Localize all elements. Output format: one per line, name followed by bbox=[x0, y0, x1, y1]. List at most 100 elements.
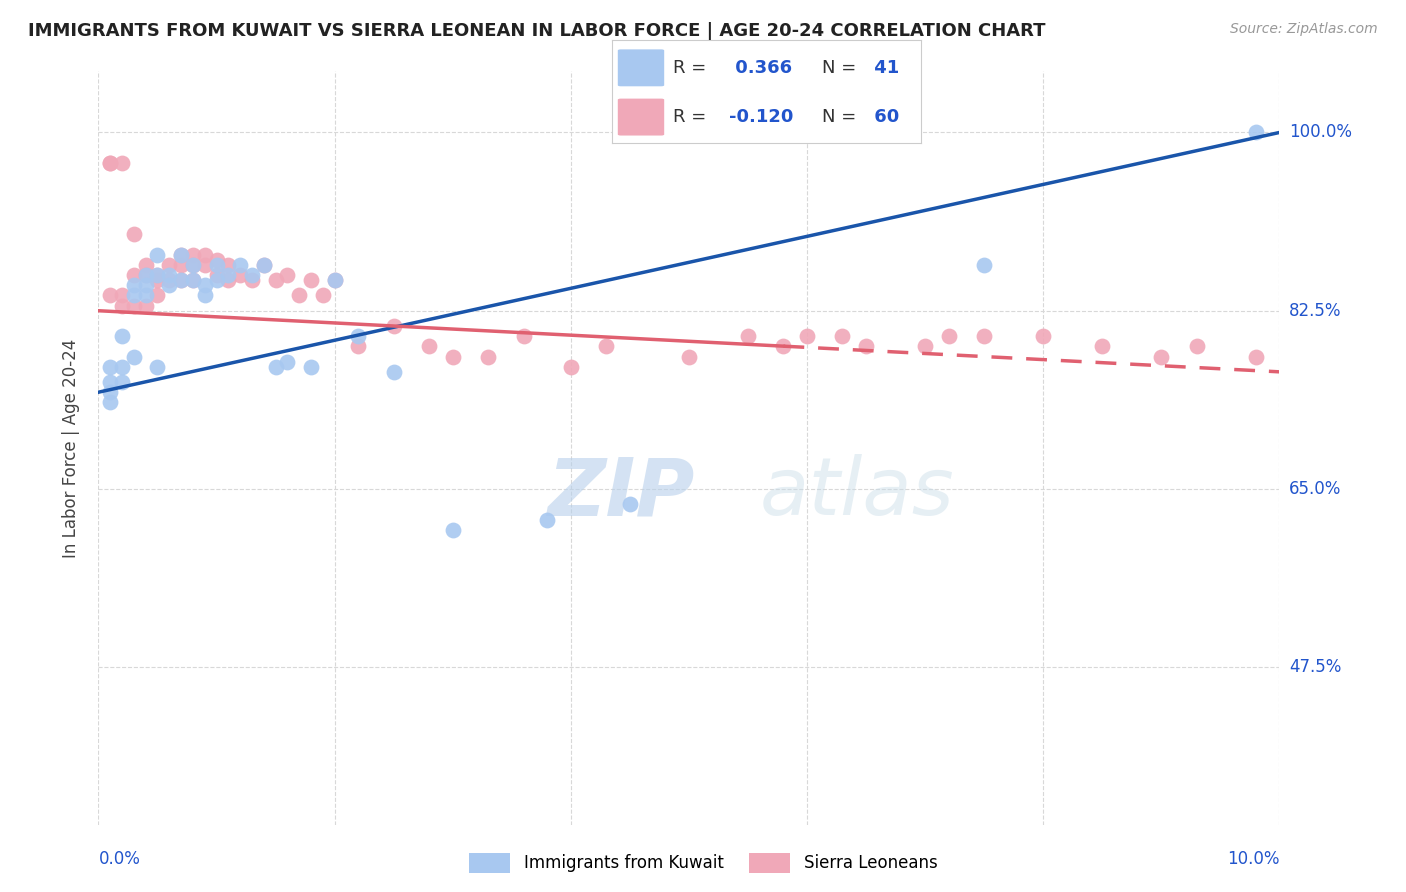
Point bbox=[264, 273, 287, 287]
Text: IMMIGRANTS FROM KUWAIT VS SIERRA LEONEAN IN LABOR FORCE | AGE 20-24 CORRELATION : IMMIGRANTS FROM KUWAIT VS SIERRA LEONEAN… bbox=[28, 22, 1046, 40]
Text: 0.0%: 0.0% bbox=[98, 850, 141, 868]
Point bbox=[122, 278, 145, 293]
FancyBboxPatch shape bbox=[617, 49, 664, 87]
Point bbox=[288, 288, 311, 302]
Text: 0.366: 0.366 bbox=[730, 59, 792, 77]
Point bbox=[146, 268, 169, 282]
Point bbox=[98, 395, 121, 409]
Point bbox=[122, 288, 145, 302]
Point bbox=[135, 268, 157, 282]
Point bbox=[135, 288, 157, 302]
FancyBboxPatch shape bbox=[617, 99, 664, 136]
Text: Source: ZipAtlas.com: Source: ZipAtlas.com bbox=[1230, 22, 1378, 37]
Point bbox=[135, 299, 157, 313]
Legend: Immigrants from Kuwait, Sierra Leoneans: Immigrants from Kuwait, Sierra Leoneans bbox=[463, 847, 943, 880]
Point bbox=[122, 268, 145, 282]
Point bbox=[111, 375, 134, 389]
Point bbox=[347, 339, 370, 353]
Point bbox=[240, 273, 263, 287]
Point bbox=[122, 350, 145, 364]
Point bbox=[1032, 329, 1054, 343]
Text: 82.5%: 82.5% bbox=[1289, 301, 1341, 319]
Point bbox=[1150, 350, 1173, 364]
Text: 47.5%: 47.5% bbox=[1289, 658, 1341, 676]
Point bbox=[205, 273, 228, 287]
Point bbox=[111, 299, 134, 313]
Text: 41: 41 bbox=[869, 59, 900, 77]
Point bbox=[111, 359, 134, 374]
Point bbox=[205, 258, 228, 272]
Point bbox=[170, 248, 193, 262]
Point bbox=[157, 278, 180, 293]
Point bbox=[855, 339, 877, 353]
Point bbox=[418, 339, 440, 353]
Point bbox=[217, 273, 239, 287]
Text: -0.120: -0.120 bbox=[730, 108, 793, 126]
Point bbox=[181, 258, 204, 272]
Point bbox=[299, 359, 322, 374]
Point bbox=[170, 248, 193, 262]
Point bbox=[737, 329, 759, 343]
Point bbox=[146, 359, 169, 374]
Point bbox=[678, 350, 700, 364]
Point bbox=[253, 258, 276, 272]
Point bbox=[98, 375, 121, 389]
Point bbox=[98, 288, 121, 302]
Point bbox=[253, 258, 276, 272]
Point bbox=[205, 268, 228, 282]
Point bbox=[772, 339, 794, 353]
Text: 65.0%: 65.0% bbox=[1289, 480, 1341, 498]
Point bbox=[194, 258, 217, 272]
Point bbox=[477, 350, 499, 364]
Point bbox=[512, 329, 534, 343]
Point bbox=[560, 359, 582, 374]
Point bbox=[111, 156, 134, 170]
Point bbox=[135, 258, 157, 272]
Point bbox=[194, 248, 217, 262]
Text: R =: R = bbox=[673, 59, 707, 77]
Point bbox=[170, 273, 193, 287]
Point bbox=[217, 268, 239, 282]
Point bbox=[1185, 339, 1208, 353]
Point bbox=[347, 329, 370, 343]
Point bbox=[619, 497, 641, 511]
Point bbox=[181, 258, 204, 272]
Text: 60: 60 bbox=[869, 108, 900, 126]
Point bbox=[938, 329, 960, 343]
Point bbox=[1091, 339, 1114, 353]
Point bbox=[111, 329, 134, 343]
Point bbox=[536, 512, 558, 526]
Text: 10.0%: 10.0% bbox=[1227, 850, 1279, 868]
Point bbox=[323, 273, 346, 287]
Point bbox=[205, 252, 228, 267]
Point bbox=[229, 258, 252, 272]
Point bbox=[441, 523, 464, 537]
Text: ZIP: ZIP bbox=[547, 454, 695, 533]
Point bbox=[170, 258, 193, 272]
Point bbox=[194, 288, 217, 302]
Point bbox=[796, 329, 818, 343]
Point bbox=[98, 156, 121, 170]
Point bbox=[122, 299, 145, 313]
Text: atlas: atlas bbox=[759, 454, 955, 533]
Point bbox=[276, 354, 298, 368]
Point bbox=[299, 273, 322, 287]
Point bbox=[1244, 126, 1267, 140]
Point bbox=[217, 258, 239, 272]
Text: N =: N = bbox=[823, 59, 856, 77]
Point bbox=[111, 288, 134, 302]
Point bbox=[973, 329, 995, 343]
Y-axis label: In Labor Force | Age 20-24: In Labor Force | Age 20-24 bbox=[62, 339, 80, 558]
Point bbox=[146, 273, 169, 287]
Point bbox=[181, 248, 204, 262]
Point bbox=[194, 278, 217, 293]
Point bbox=[914, 339, 936, 353]
Point bbox=[157, 273, 180, 287]
Point bbox=[229, 268, 252, 282]
Point bbox=[122, 227, 145, 242]
Point bbox=[323, 273, 346, 287]
Point bbox=[312, 288, 335, 302]
Point bbox=[382, 318, 405, 333]
Point bbox=[98, 156, 121, 170]
Point bbox=[382, 365, 405, 379]
